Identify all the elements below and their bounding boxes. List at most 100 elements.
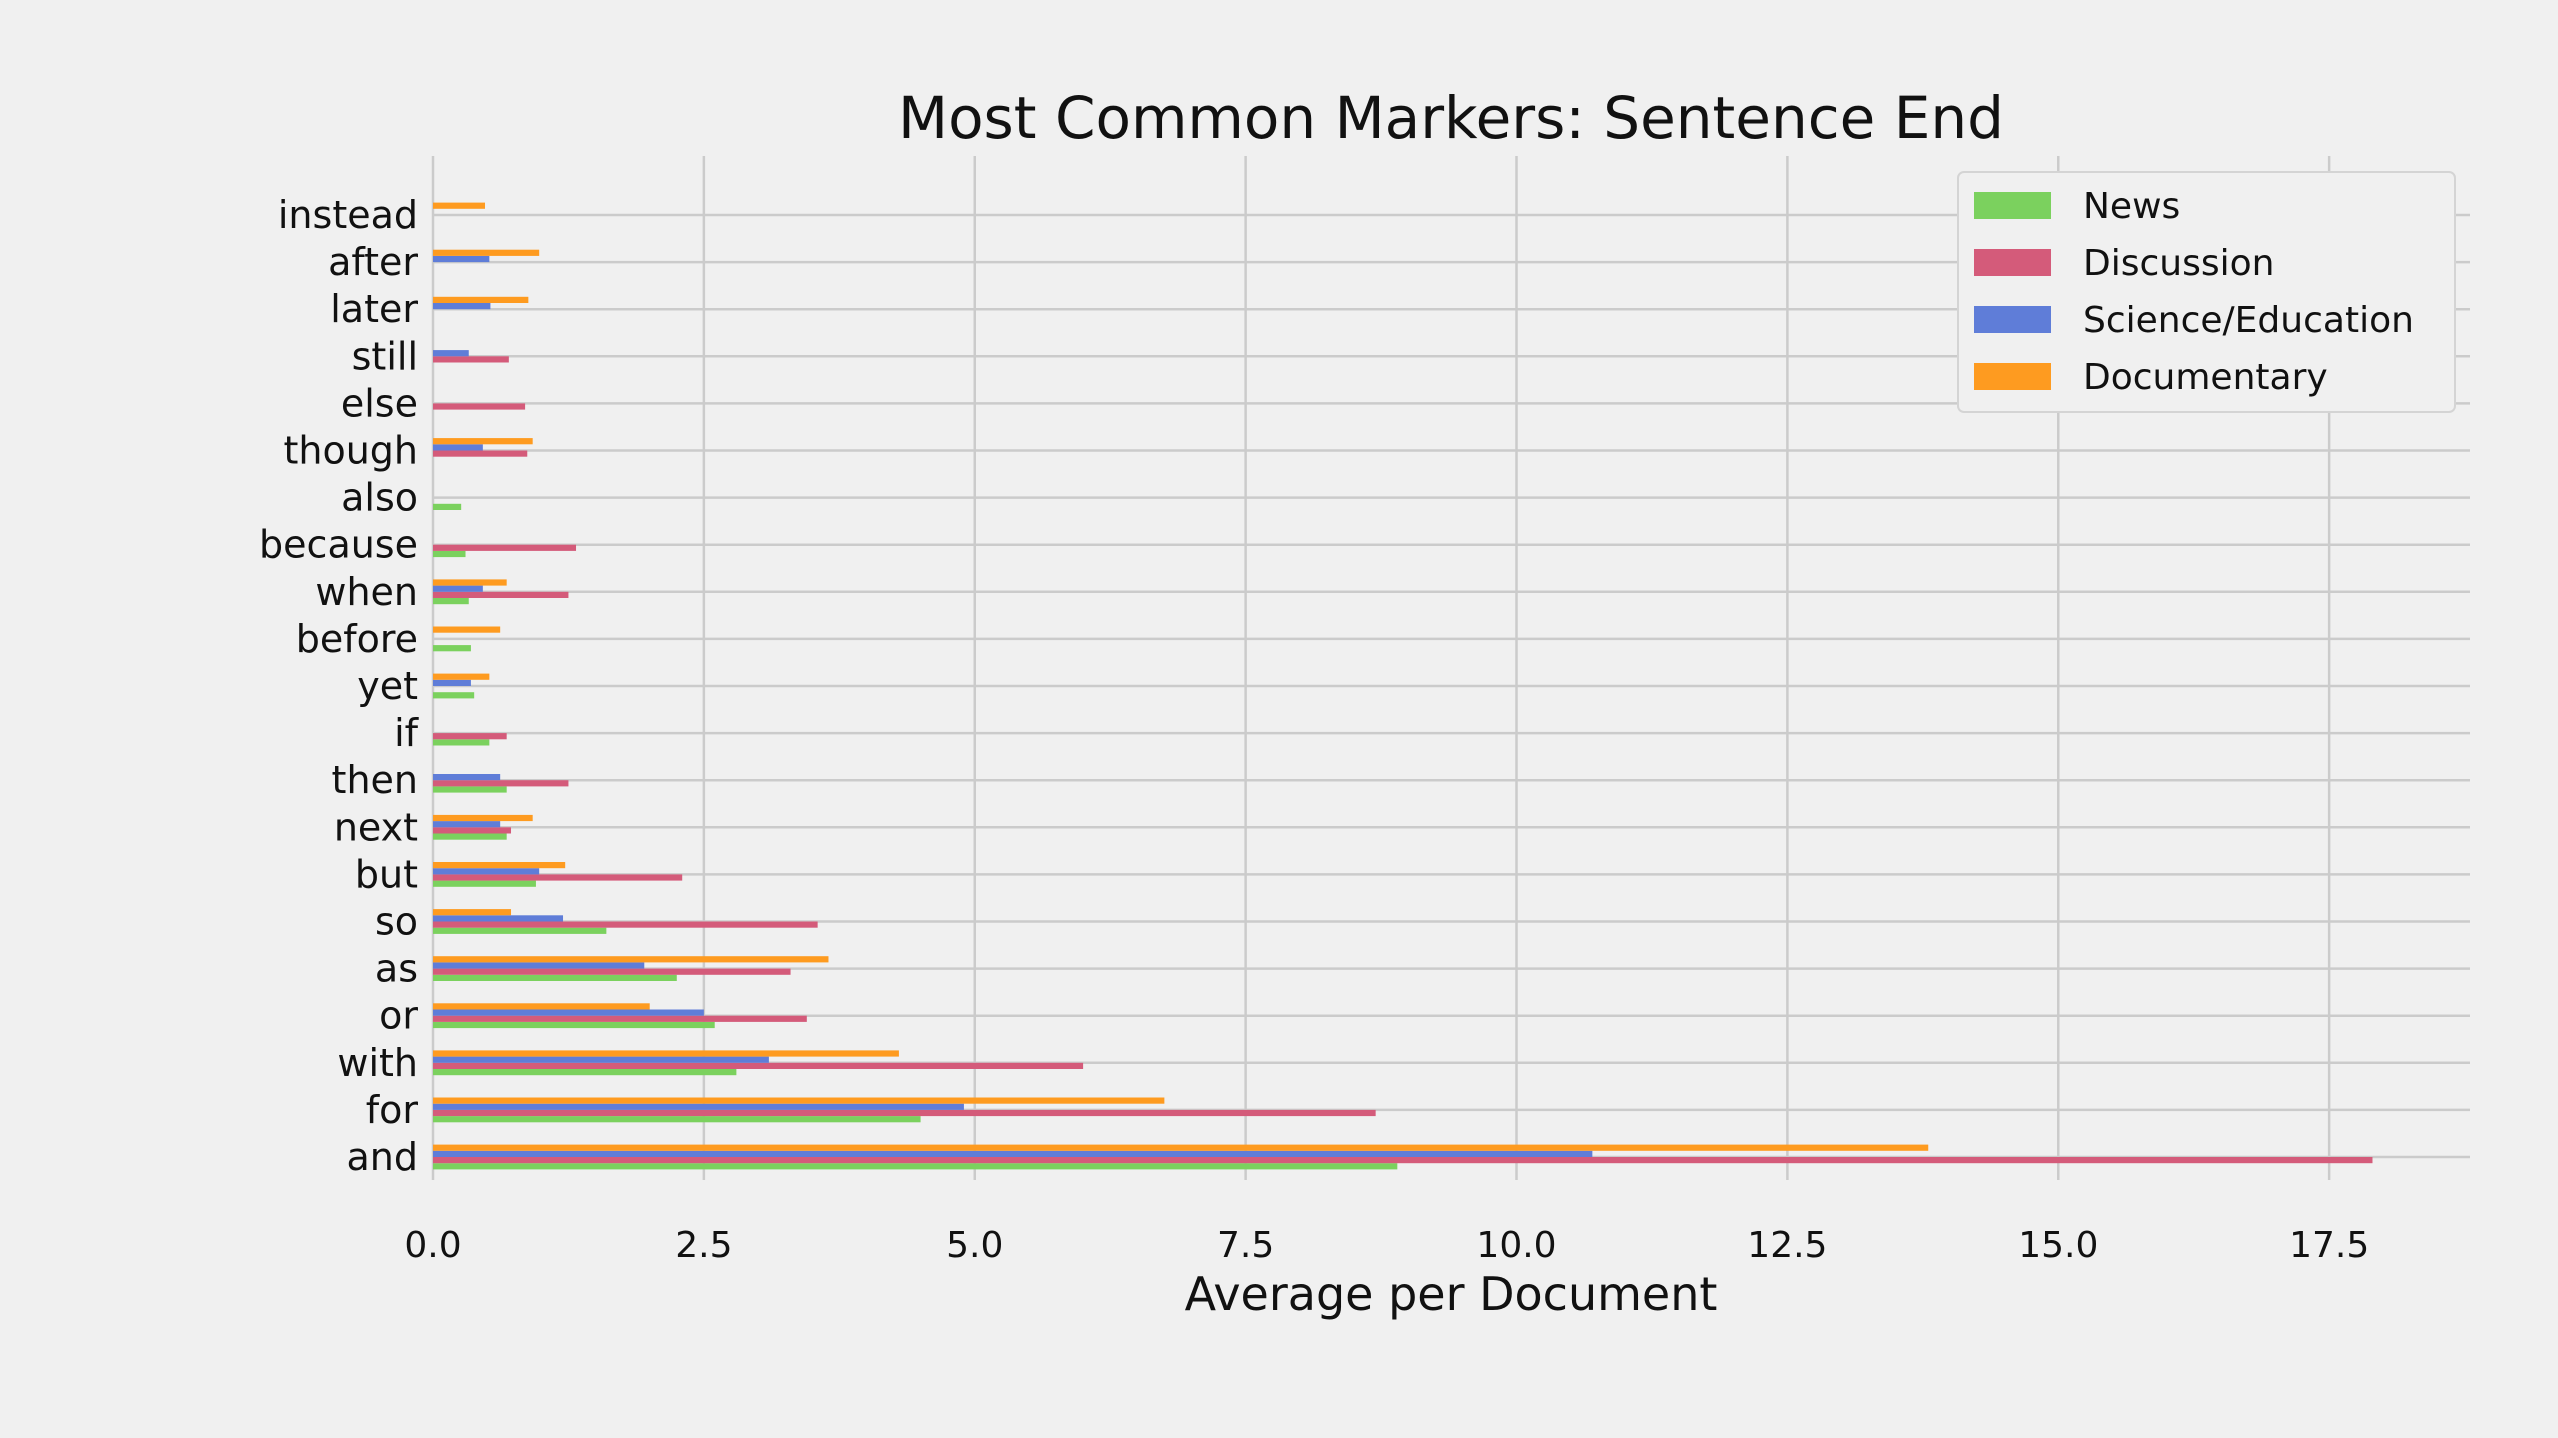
bar <box>433 645 471 652</box>
bar <box>433 438 533 445</box>
category-label: or <box>379 994 418 1038</box>
bar <box>433 814 533 822</box>
category-label: when <box>315 570 418 614</box>
category-label: because <box>259 523 418 567</box>
bar <box>433 739 490 746</box>
bar <box>433 503 462 510</box>
bar <box>433 444 483 451</box>
bar <box>433 874 683 881</box>
category-labels: andforwithorassobutnextthenifyetbeforewh… <box>259 193 420 1179</box>
chart-title: Most Common Markers: Sentence End <box>898 84 2004 152</box>
bar <box>433 974 677 981</box>
bar <box>433 626 501 633</box>
bar <box>433 827 512 834</box>
bar <box>433 585 483 592</box>
bar <box>433 296 529 303</box>
bar <box>433 956 829 963</box>
bar <box>433 968 791 975</box>
bar <box>433 1003 650 1010</box>
category-label: as <box>375 947 418 991</box>
legend-swatch <box>1974 192 2051 219</box>
legend-label: News <box>2083 186 2180 227</box>
x-tick-labels: 0.0 2.5 5.0 7.5 10.0 12.5 15.0 17.5 <box>404 1225 2369 1266</box>
bar <box>433 1050 899 1057</box>
bar <box>433 403 526 410</box>
x-tick-label: 15.0 <box>2018 1225 2098 1266</box>
x-tick-label: 5.0 <box>946 1225 1003 1266</box>
bar <box>433 962 645 969</box>
bar <box>433 579 507 586</box>
legend-label: Documentary <box>2083 357 2328 398</box>
category-label: if <box>394 711 420 755</box>
bar <box>433 550 466 558</box>
legend-swatch <box>1974 306 2051 333</box>
x-tick-label: 17.5 <box>2289 1225 2369 1266</box>
bar <box>433 1021 715 1029</box>
bar <box>433 909 512 916</box>
bar <box>433 1097 1165 1104</box>
bar <box>433 733 507 740</box>
bar <box>433 1163 1398 1170</box>
bar <box>433 821 501 828</box>
legend-label: Discussion <box>2083 243 2274 284</box>
bar <box>433 927 607 934</box>
bar <box>433 786 507 793</box>
legend-swatch <box>1974 249 2051 276</box>
bar <box>433 255 490 263</box>
bar <box>433 780 569 787</box>
bar <box>433 598 469 605</box>
bar <box>433 591 569 598</box>
category-label: yet <box>357 664 418 708</box>
bar <box>433 450 528 457</box>
legend: News Discussion Science/Education Documenta… <box>1957 171 2456 413</box>
bar <box>433 1056 769 1063</box>
x-tick-label: 10.0 <box>1476 1225 1556 1266</box>
bars <box>433 202 2373 1170</box>
category-label: after <box>328 240 418 284</box>
x-axis-title: Average per Document <box>1185 1267 1718 1321</box>
bar <box>433 673 490 680</box>
category-label: and <box>347 1135 419 1179</box>
bar <box>433 1157 2373 1164</box>
bar <box>433 862 566 869</box>
bar <box>433 679 471 686</box>
bar <box>433 1144 1929 1151</box>
bar <box>433 1062 1084 1069</box>
bar <box>433 915 564 922</box>
category-label: so <box>375 900 418 944</box>
bar <box>433 921 818 928</box>
bar <box>433 350 469 357</box>
bar <box>433 1150 1593 1157</box>
legend-swatch <box>1974 363 2051 390</box>
bar <box>433 1109 1376 1117</box>
category-label: then <box>332 758 418 802</box>
bar <box>433 774 501 781</box>
bar <box>433 544 577 551</box>
bar <box>433 1015 807 1022</box>
bar <box>433 303 491 310</box>
bar <box>433 1009 704 1016</box>
category-label: for <box>366 1088 419 1132</box>
bar <box>433 1103 964 1110</box>
category-label: but <box>355 852 418 896</box>
category-label: later <box>330 287 418 331</box>
x-tick-label: 12.5 <box>1747 1225 1827 1266</box>
category-label: also <box>341 476 418 520</box>
category-label: else <box>341 381 418 425</box>
bar <box>433 880 536 887</box>
category-label: next <box>334 805 418 849</box>
bar <box>433 833 507 840</box>
bar <box>433 868 540 875</box>
bar <box>433 249 540 256</box>
category-label: though <box>283 429 418 473</box>
category-label: before <box>296 617 418 661</box>
category-label: instead <box>278 193 418 237</box>
bar <box>433 202 486 209</box>
legend-label: Science/Education <box>2083 300 2414 341</box>
x-tick-label: 7.5 <box>1217 1225 1274 1266</box>
bar <box>433 356 509 363</box>
legend-frame <box>1957 171 2456 413</box>
x-tick-label: 2.5 <box>675 1225 732 1266</box>
